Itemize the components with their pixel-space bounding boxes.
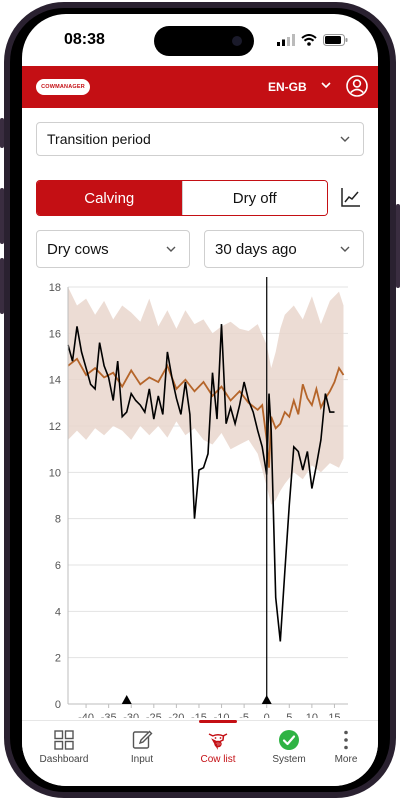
status-bar: 08:38: [22, 14, 378, 66]
chevron-down-icon: [340, 246, 350, 252]
y-tick-label: 4: [55, 606, 61, 618]
battery-icon: [323, 34, 348, 46]
event-marker-triangle: [121, 695, 132, 704]
chevron-down-icon[interactable]: [320, 79, 332, 91]
y-tick-label: 14: [49, 375, 61, 387]
y-tick-label: 6: [55, 560, 61, 572]
x-tick-label: -10: [214, 712, 230, 718]
chevron-down-icon: [340, 136, 350, 142]
x-tick-label: 15: [328, 712, 340, 718]
side-button-volume-down: [0, 258, 4, 314]
logo-text: COWMANAGER: [41, 84, 85, 90]
range-select[interactable]: 30 days ago: [204, 230, 364, 268]
y-tick-label: 18: [49, 282, 61, 294]
x-tick-label: -5: [239, 712, 249, 718]
y-tick-label: 2: [55, 653, 61, 665]
nav-input[interactable]: Input: [107, 729, 177, 779]
confidence-band: [68, 287, 344, 505]
dashboard-icon: [54, 730, 74, 750]
nav-more[interactable]: More: [311, 729, 378, 779]
y-tick-label: 12: [49, 421, 61, 433]
edit-icon: [132, 730, 153, 749]
y-tick-label: 0: [55, 699, 61, 711]
x-tick-label: 5: [286, 712, 292, 718]
period-select-value: Transition period: [47, 131, 151, 147]
segment-dry-off[interactable]: Dry off: [181, 181, 327, 215]
side-button-volume-up: [0, 188, 4, 244]
nav-more-label: More: [334, 754, 358, 765]
range-select-value: 30 days ago: [215, 241, 297, 258]
x-tick-label: 0: [264, 712, 270, 718]
nav-dashboard-label: Dashboard: [39, 754, 89, 765]
main-content: Transition period Calving Dry off Dry co…: [22, 108, 378, 720]
y-tick-label: 10: [49, 467, 61, 479]
event-marker-triangle: [261, 695, 272, 704]
wifi-icon: [301, 34, 317, 46]
y-tick-label: 16: [49, 328, 61, 340]
x-tick-label: -40: [78, 712, 94, 718]
side-button-power: [396, 204, 400, 288]
nav-input-label: Input: [130, 754, 154, 765]
line-chart-icon[interactable]: [340, 186, 362, 208]
period-select[interactable]: Transition period: [36, 122, 364, 156]
nav-system-label: System: [272, 754, 306, 765]
bottom-nav: Dashboard Input Cow list System: [22, 720, 378, 786]
x-tick-label: -30: [123, 712, 139, 718]
x-tick-label: -20: [168, 712, 184, 718]
signal-icon: [277, 34, 295, 46]
x-tick-label: -25: [146, 712, 162, 718]
x-tick-label: -35: [101, 712, 117, 718]
check-circle-icon: [279, 730, 299, 750]
nav-system[interactable]: System: [254, 729, 324, 779]
active-tab-indicator: [199, 720, 237, 723]
nav-cow-list-label: Cow list: [200, 754, 236, 765]
x-tick-label: -15: [191, 712, 207, 718]
status-time: 08:38: [64, 31, 105, 48]
dynamic-island: [154, 26, 254, 56]
transition-chart: 0 2 4 6 8 10 12 14 16 18 -40 -35 -30 -25 -20 -15 -10 -5 0 5…: [49, 277, 348, 718]
y-tick-label: 8: [55, 514, 61, 526]
cow-icon: [208, 733, 228, 750]
calving-dryoff-toggle: Calving Dry off: [36, 180, 328, 216]
group-select[interactable]: Dry cows: [36, 230, 190, 268]
app-header: COWMANAGER EN-GB: [22, 66, 378, 108]
segment-calving[interactable]: Calving: [37, 181, 182, 215]
cow-line: [67, 324, 335, 642]
more-icon: [344, 730, 348, 750]
group-select-value: Dry cows: [47, 241, 109, 258]
user-icon[interactable]: [346, 75, 368, 97]
screen: 08:38 COWMANAGER EN-GB Transition p: [22, 14, 378, 786]
x-tick-label: 10: [306, 712, 318, 718]
language-selector[interactable]: EN-GB: [268, 80, 307, 94]
side-button-action: [0, 118, 4, 148]
camera-dot: [232, 36, 242, 46]
chevron-down-icon: [166, 246, 176, 252]
herd-average-line: [67, 357, 345, 468]
cowmanager-logo: COWMANAGER: [36, 79, 90, 95]
status-icons: [277, 34, 348, 46]
nav-cow-list[interactable]: Cow list: [183, 729, 253, 779]
nav-dashboard[interactable]: Dashboard: [29, 729, 99, 779]
